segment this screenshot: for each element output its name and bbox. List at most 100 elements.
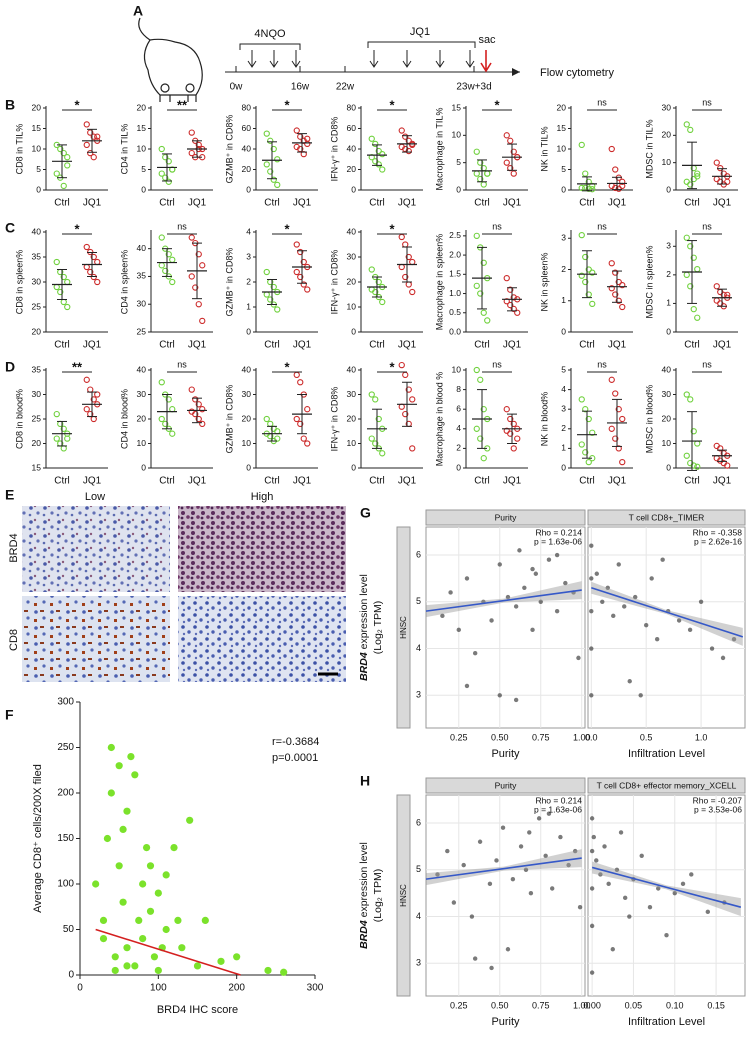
stat-label: Rho = 0.214	[535, 795, 582, 805]
stat-label: p=0.0001	[272, 752, 318, 764]
significance-label: ns	[597, 221, 607, 231]
timepoint: 0w	[230, 82, 244, 93]
data-point	[264, 966, 272, 975]
data-point	[616, 562, 621, 567]
data-point	[199, 262, 206, 269]
y-axis-label: CD8 in blood%	[14, 389, 24, 449]
y-tick-label: 1.5	[449, 269, 461, 279]
data-point	[622, 604, 627, 609]
x-tick-label: Ctrl	[54, 198, 70, 209]
fit-line	[425, 589, 582, 612]
data-point	[409, 396, 416, 403]
x-tick-label: JQ1	[608, 198, 627, 209]
strip-label: HNSC	[399, 616, 408, 639]
data-point	[188, 273, 195, 280]
x-tick-label: JQ1	[503, 198, 522, 209]
x-tick-label: JQ1	[608, 340, 627, 351]
data-point	[60, 182, 67, 190]
y-axis-label: Average CD8⁺ cells/200X filed	[32, 764, 44, 913]
data-point	[379, 298, 386, 306]
y-tick-label: 5	[141, 164, 146, 174]
y-tick-label: 15	[557, 123, 567, 133]
data-point	[608, 260, 615, 267]
y-axis-label: GZMB⁺ in CD8%	[224, 248, 234, 317]
data-point	[94, 391, 101, 398]
data-point	[589, 848, 595, 854]
y-tick-label: 0	[561, 462, 566, 472]
y-tick-label: 0	[456, 184, 461, 194]
data-point	[193, 962, 202, 970]
significance-label: ns	[177, 221, 187, 231]
data-point	[188, 129, 195, 136]
data-point	[507, 301, 514, 309]
data-point	[94, 133, 101, 140]
data-point	[464, 576, 470, 581]
y-tick-label: 2.5	[449, 230, 461, 240]
data-point	[672, 890, 677, 896]
data-point	[169, 406, 176, 413]
panel-e: Low High BRD4 CD8	[8, 491, 346, 682]
y-tick-label: 0	[666, 184, 671, 194]
panel-label: A	[133, 3, 143, 19]
data-point	[627, 914, 632, 919]
x-tick-label: JQ1	[293, 476, 312, 487]
data-point	[90, 154, 97, 161]
data-point	[503, 159, 510, 166]
data-point	[687, 126, 694, 134]
stat-label: p = 1.63e-06	[534, 536, 582, 546]
y-axis-label: NK in spleen%	[539, 252, 549, 311]
data-point	[64, 303, 71, 311]
y-tick-label: 20	[242, 164, 252, 174]
data-point	[503, 298, 510, 305]
data-point	[538, 599, 543, 604]
data-point	[612, 390, 619, 397]
y-tick-label: 60	[242, 123, 252, 133]
data-point	[263, 130, 270, 137]
y-tick-label: 10	[347, 438, 357, 448]
data-point	[402, 410, 409, 418]
data-point	[619, 303, 626, 311]
data-point	[585, 415, 592, 423]
y-axis-label: GZMB⁺ in CD8%	[224, 385, 234, 454]
y-tick-label: 20	[32, 326, 42, 336]
data-point	[293, 241, 300, 248]
data-point	[158, 415, 165, 423]
data-point	[83, 243, 90, 251]
data-point	[53, 410, 60, 418]
y-tick-label: 0	[141, 462, 146, 472]
significance-label: *	[284, 221, 290, 236]
data-point	[195, 401, 202, 408]
data-point	[472, 956, 478, 961]
data-point	[578, 184, 585, 192]
data-point	[267, 168, 274, 175]
y-axis-label: CD4 in TIL%	[119, 124, 129, 175]
stat-label: p = 1.63e-06	[534, 804, 582, 814]
micrograph	[178, 596, 346, 682]
y-tick-label: 6	[456, 403, 461, 413]
data-point	[146, 862, 155, 870]
y-tick-label: 35	[32, 364, 42, 374]
data-point	[494, 858, 499, 863]
data-point	[612, 435, 619, 442]
data-point	[57, 288, 64, 296]
y-tick-label: 200	[57, 788, 74, 799]
data-point	[402, 273, 409, 281]
significance-label: *	[74, 221, 80, 236]
x-tick-label: Ctrl	[684, 340, 700, 351]
x-axis-label: Purity	[491, 1016, 520, 1028]
data-point	[64, 278, 71, 286]
x-tick-label: JQ1	[713, 340, 732, 351]
y-tick-label: 5	[36, 164, 41, 174]
y-tick-label: 40	[242, 364, 252, 374]
y-tick-label: 6	[416, 549, 421, 559]
significance-label: ns	[702, 359, 712, 369]
data-point	[300, 435, 307, 442]
y-axis-label: GZMB⁺ in CD8%	[224, 115, 234, 184]
data-point	[217, 957, 225, 965]
x-tick-label: Ctrl	[579, 340, 595, 351]
data-point	[600, 599, 605, 604]
data-point	[293, 268, 300, 276]
data-point	[594, 571, 599, 576]
y-tick-label: 40	[242, 143, 252, 153]
data-point	[554, 552, 560, 558]
